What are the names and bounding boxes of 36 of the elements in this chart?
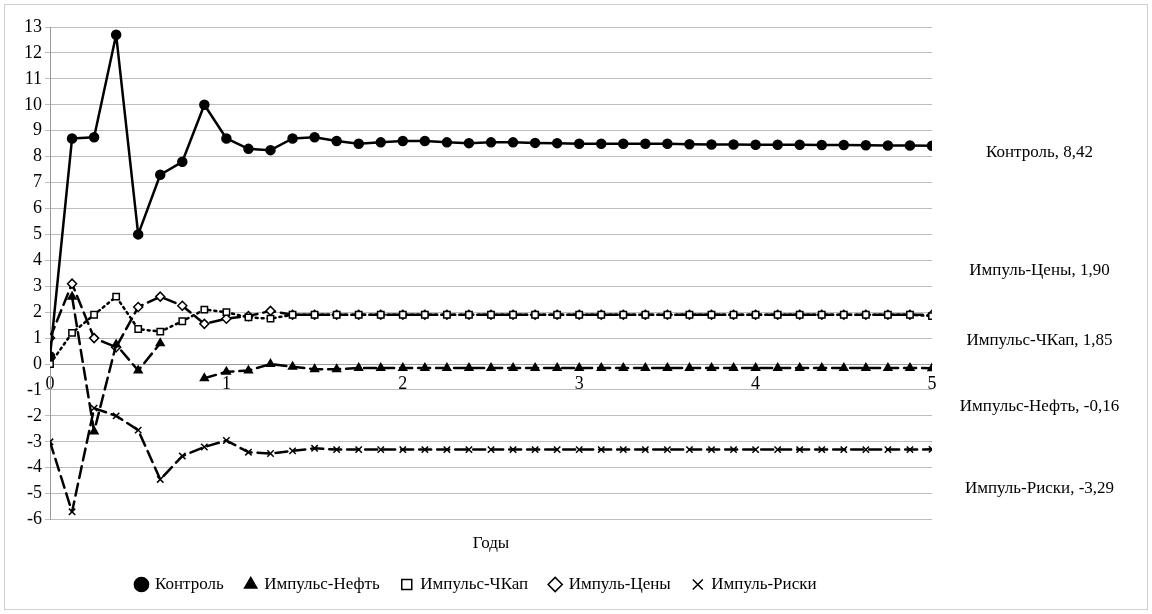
x-tick-label: 1 — [221, 372, 231, 393]
x-axis-title: Годы — [472, 533, 510, 553]
legend-label: Импуль-Риски — [711, 573, 817, 593]
y-tick-label: -1 — [27, 378, 42, 399]
text: Контроль, 8,42 — [986, 142, 1093, 162]
text: Импуль-Риски, -3,29 — [964, 477, 1115, 497]
y-tick-label: 11 — [24, 67, 42, 88]
y-tick-label: 4 — [33, 249, 42, 270]
legend-label: Импульс-ЧКап — [420, 573, 529, 593]
x-tick-label: 5 — [927, 372, 937, 393]
y-tick-label: 1 — [33, 326, 42, 347]
x-tick-label: 3 — [574, 372, 584, 393]
y-tick-label: -2 — [27, 404, 42, 425]
y-tick-label: -3 — [27, 430, 42, 451]
y-tick-label: 10 — [24, 93, 42, 114]
y-tick-label: 5 — [33, 223, 42, 244]
x-tick-label: 2 — [398, 372, 408, 393]
y-tick-label: 13 — [24, 15, 42, 36]
legend-label: Контроль — [154, 573, 224, 593]
y-tick-label: 0 — [33, 352, 42, 373]
legend-label: Импуль-Цены — [568, 573, 672, 593]
legend-label: Импульс-Нефть — [264, 573, 381, 593]
y-tick-label: 9 — [33, 119, 42, 140]
y-tick-label: -4 — [27, 456, 42, 477]
y-tick-label: -5 — [27, 482, 42, 503]
y-tick-label: 7 — [33, 171, 42, 192]
y-tick-label: 3 — [33, 275, 42, 295]
y-tick-label: 6 — [33, 197, 42, 218]
y-tick-label: 12 — [24, 41, 42, 62]
text: Импульс-Нефть, -0,16 — [959, 396, 1120, 416]
text: Импуль-Цены, 1,90 — [969, 260, 1110, 280]
y-tick-label: 8 — [33, 145, 42, 166]
x-tick-label: 4 — [751, 372, 761, 393]
y-tick-label: -6 — [27, 508, 42, 529]
y-tick-label: 2 — [33, 300, 42, 321]
text: Импульс-ЧКап, 1,85 — [966, 329, 1113, 349]
